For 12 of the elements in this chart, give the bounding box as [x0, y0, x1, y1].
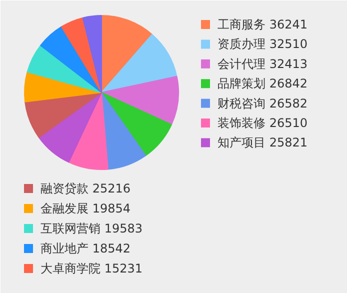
legend-label: 大卓商学院 15231 [40, 262, 142, 276]
legend-label: 会计代理 32413 [218, 56, 308, 71]
legend-label: 融资贷款 25216 [40, 182, 130, 196]
legend-label: 金融发展 19854 [40, 202, 130, 216]
legend-label: 资质办理 32510 [218, 37, 308, 52]
legend-label: 知产项目 25821 [218, 136, 308, 150]
legend-label: 互联网营销 19583 [40, 222, 142, 236]
legend-label: 商业地产 18542 [40, 242, 130, 256]
legend-label: 工商服务 36241 [218, 18, 308, 32]
legend-label: 装饰装修 26510 [218, 116, 308, 130]
legend-label: 品牌策划 26842 [218, 76, 308, 91]
legend-label: 财税咨询 26582 [218, 96, 308, 110]
